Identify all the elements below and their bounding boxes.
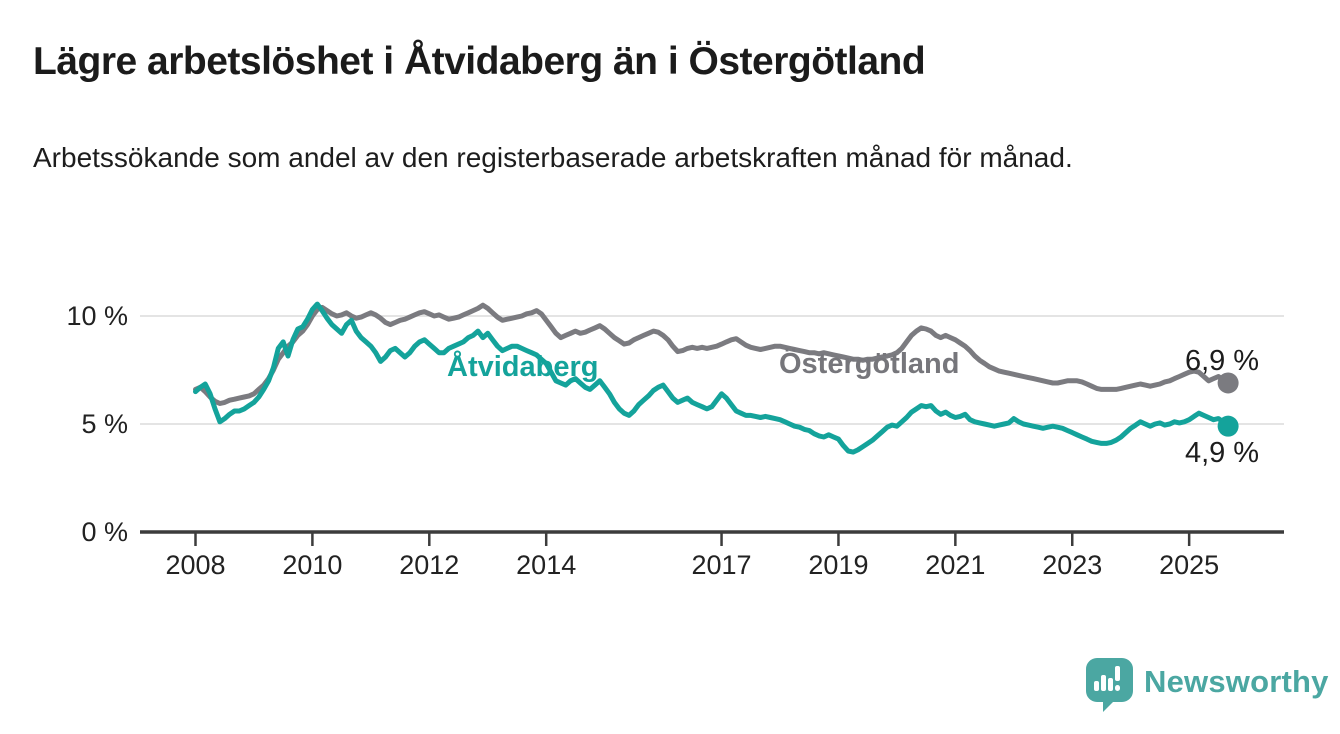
y-tick-label: 5 % [81, 409, 128, 439]
series-end-dot-åtvidaberg [1217, 415, 1239, 437]
x-tick-label: 2019 [808, 550, 868, 580]
y-tick-label: 10 % [66, 301, 128, 331]
page-title: Lägre arbetslöshet i Åtvidaberg än i Öst… [33, 40, 926, 83]
end-value-label-östergötland: 6,9 % [1185, 345, 1259, 377]
end-value-label-åtvidaberg: 4,9 % [1185, 437, 1259, 469]
series-label-östergötland: Östergötland [779, 347, 959, 380]
x-axis [140, 530, 1284, 546]
series-lines [193, 301, 1239, 455]
x-tick-label: 2008 [165, 550, 225, 580]
x-tick-label: 2010 [282, 550, 342, 580]
x-tick-label: 2021 [925, 550, 985, 580]
series-line-åtvidaberg [193, 301, 1231, 455]
series-end-dot-östergötland [1217, 372, 1239, 394]
x-tick-label: 2014 [516, 550, 576, 580]
gridlines [140, 315, 1284, 425]
logo-barchart-icon [1094, 666, 1120, 691]
series-line-östergötland [193, 302, 1231, 406]
x-tick-label: 2023 [1042, 550, 1102, 580]
y-tick-label: 0 % [81, 517, 128, 547]
chart-labels: 10 % 5 % 0 % 2008 2010 2012 2014 2017 2019 2021 20… [66, 301, 1259, 580]
x-tick-label: 2017 [692, 550, 752, 580]
x-tick-label: 2025 [1159, 550, 1219, 580]
brand-wordmark: Newsworthy [1144, 664, 1329, 699]
x-tick-label: 2012 [399, 550, 459, 580]
chart-subtitle: Arbetssökande som andel av den registerb… [33, 142, 1073, 173]
newsworthy-logo: Newsworthy [1086, 658, 1329, 712]
series-label-åtvidaberg: Åtvidaberg [447, 350, 598, 383]
